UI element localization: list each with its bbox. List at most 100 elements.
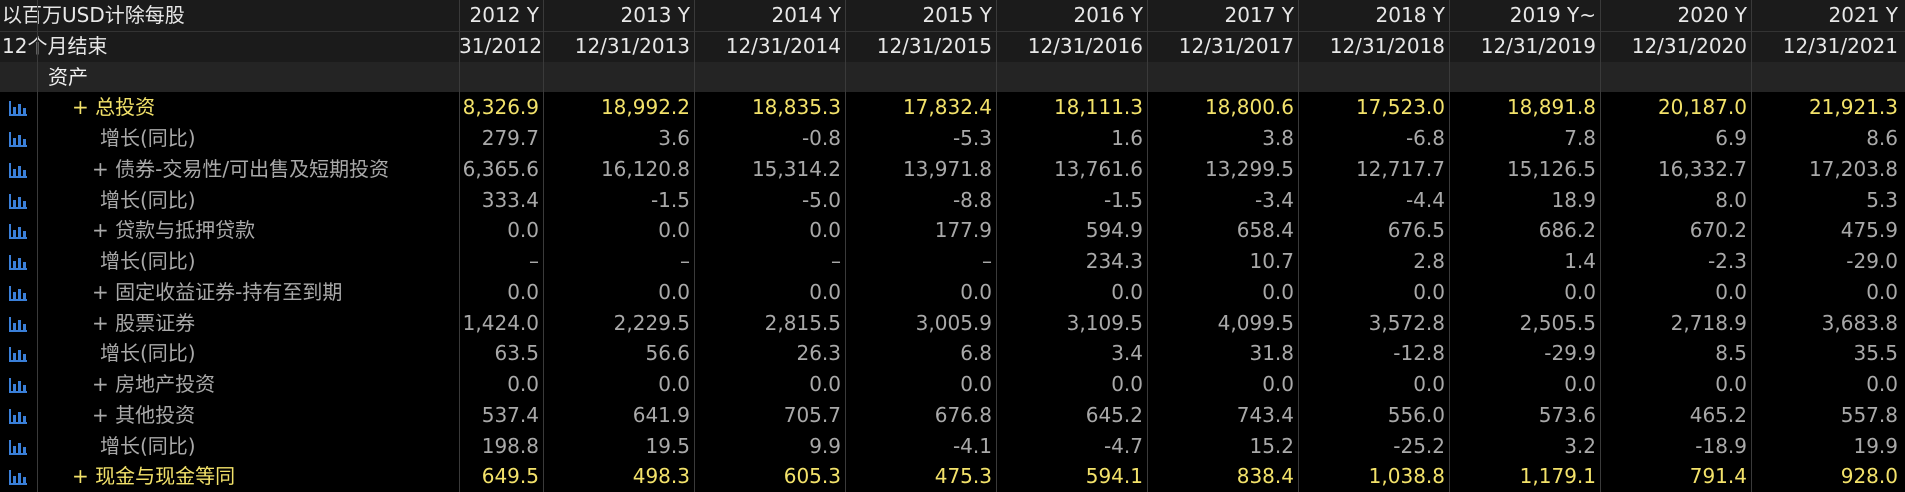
cell-value: 20,187.0 xyxy=(1657,95,1747,120)
chart-icon[interactable] xyxy=(8,252,28,270)
cell-value: 35.5 xyxy=(1853,341,1898,366)
cell-value: -2.3 xyxy=(1707,249,1747,273)
cell-value: 2,229.5 xyxy=(613,310,690,335)
cell-value: 791.4 xyxy=(1689,464,1747,489)
chart-icon-graphic xyxy=(9,132,27,147)
column-separator xyxy=(1298,0,1299,492)
cell-value: 3,572.8 xyxy=(1368,310,1445,335)
cell-value: 6.9 xyxy=(1715,126,1747,150)
row-label: 增长(同比) xyxy=(100,249,196,273)
row-label: + 总投资 xyxy=(72,95,156,120)
column-date: 12/31/2017 xyxy=(1178,33,1294,58)
chart-icon-graphic xyxy=(9,255,27,270)
cell-value: 0.0 xyxy=(1262,279,1294,304)
cell-value: 1,424.0 xyxy=(462,310,539,335)
header-band xyxy=(0,30,1905,63)
chart-icon[interactable] xyxy=(8,283,28,301)
cell-value: 13,971.8 xyxy=(902,156,992,181)
chart-icon-graphic xyxy=(9,162,27,178)
cell-value: 605.3 xyxy=(783,464,841,489)
cell-value: 2.8 xyxy=(1413,249,1445,273)
cell-value: 198.8 xyxy=(481,433,539,458)
cell-value: 21,921.3 xyxy=(1808,95,1898,120)
cell-value: 1.4 xyxy=(1564,249,1596,273)
chart-icon[interactable] xyxy=(8,375,28,393)
cell-value: 0.0 xyxy=(1866,279,1898,304)
column-date: 12/31/2014 xyxy=(725,33,841,58)
header-title: 以百万USD计除每股 xyxy=(2,3,185,27)
chart-icon-graphic xyxy=(9,378,27,393)
cell-value: 56.6 xyxy=(645,341,690,366)
cell-value: 1,179.1 xyxy=(1519,464,1596,489)
column-year: 2012 Y xyxy=(469,3,539,27)
cell-value: 0.0 xyxy=(960,372,992,396)
chart-icon[interactable] xyxy=(8,129,28,147)
cell-value: 0.0 xyxy=(1715,372,1747,396)
column-separator xyxy=(1449,0,1450,492)
cell-value: 0.0 xyxy=(1262,372,1294,396)
chart-icon[interactable] xyxy=(8,437,28,455)
chart-icon[interactable] xyxy=(8,314,28,332)
chart-icon[interactable] xyxy=(8,467,28,486)
chart-icon[interactable] xyxy=(8,406,28,424)
cell-value: 594.9 xyxy=(1085,218,1143,243)
chart-icon-graphic xyxy=(9,101,27,117)
cell-value: 594.1 xyxy=(1085,464,1143,489)
cell-value: 0.0 xyxy=(1111,279,1143,304)
cell-value: 26.3 xyxy=(796,341,841,366)
cell-value: 16,120.8 xyxy=(600,156,690,181)
chart-icon[interactable] xyxy=(8,344,28,363)
cell-value: 0.0 xyxy=(1866,372,1898,396)
cell-value: 8.5 xyxy=(1715,341,1747,366)
row-label: + 房地产投资 xyxy=(92,372,216,396)
cell-value: 177.9 xyxy=(934,218,992,243)
cell-value: -3.4 xyxy=(1254,187,1294,212)
cell-value: -29.0 xyxy=(1846,249,1898,273)
section-label: 资产 xyxy=(48,64,88,89)
chart-icon-graphic xyxy=(9,347,27,363)
cell-value: 0.0 xyxy=(658,279,690,304)
chart-icon-graphic xyxy=(9,224,27,240)
cell-value: -1.5 xyxy=(1103,187,1143,212)
cell-value: – xyxy=(680,249,690,273)
cell-value: 18,835.3 xyxy=(751,95,841,120)
cell-value: 3,683.8 xyxy=(1821,310,1898,335)
chart-icon[interactable] xyxy=(8,160,28,178)
cell-value: 18.9 xyxy=(1551,187,1596,212)
cell-value: 3.8 xyxy=(1262,126,1294,150)
cell-value: 3,109.5 xyxy=(1066,310,1143,335)
column-separator xyxy=(37,0,38,492)
cell-value: -5.0 xyxy=(801,187,841,212)
cell-value: -5.3 xyxy=(952,126,992,150)
column-date: 12/31/2018 xyxy=(1329,33,1445,58)
row-label: + 固定收益证券-持有至到期 xyxy=(92,279,343,304)
cell-value: 3,005.9 xyxy=(915,310,992,335)
column-date: 12/31/2015 xyxy=(876,33,992,58)
column-year: 2021 Y xyxy=(1828,3,1898,27)
cell-value: 6,365.6 xyxy=(462,156,539,181)
row-label: + 债券-交易性/可出售及短期投资 xyxy=(92,156,390,181)
chart-icon-graphic xyxy=(9,408,27,424)
cell-value: -4.1 xyxy=(952,433,992,458)
cell-value: 705.7 xyxy=(783,402,841,427)
cell-value: 9.9 xyxy=(809,433,841,458)
row-label: 增长(同比) xyxy=(100,187,196,212)
cell-value: 0.0 xyxy=(1413,279,1445,304)
chart-icon[interactable] xyxy=(8,191,28,209)
cell-value: 8,326.9 xyxy=(462,95,539,120)
cell-value: 676.5 xyxy=(1387,218,1445,243)
column-separator xyxy=(996,0,997,492)
cell-value: 3.4 xyxy=(1111,341,1143,366)
cell-value: 3.2 xyxy=(1564,433,1596,458)
chart-icon[interactable] xyxy=(8,221,28,240)
cell-value: 8.6 xyxy=(1866,126,1898,150)
cell-value: 743.4 xyxy=(1236,402,1294,427)
cell-value: -12.8 xyxy=(1393,341,1445,366)
chart-icon[interactable] xyxy=(8,98,28,117)
cell-value: 0.0 xyxy=(1111,372,1143,396)
cell-value: 0.0 xyxy=(658,218,690,243)
cell-value: 2,505.5 xyxy=(1519,310,1596,335)
cell-value: 0.0 xyxy=(658,372,690,396)
cell-value: 0.0 xyxy=(809,279,841,304)
